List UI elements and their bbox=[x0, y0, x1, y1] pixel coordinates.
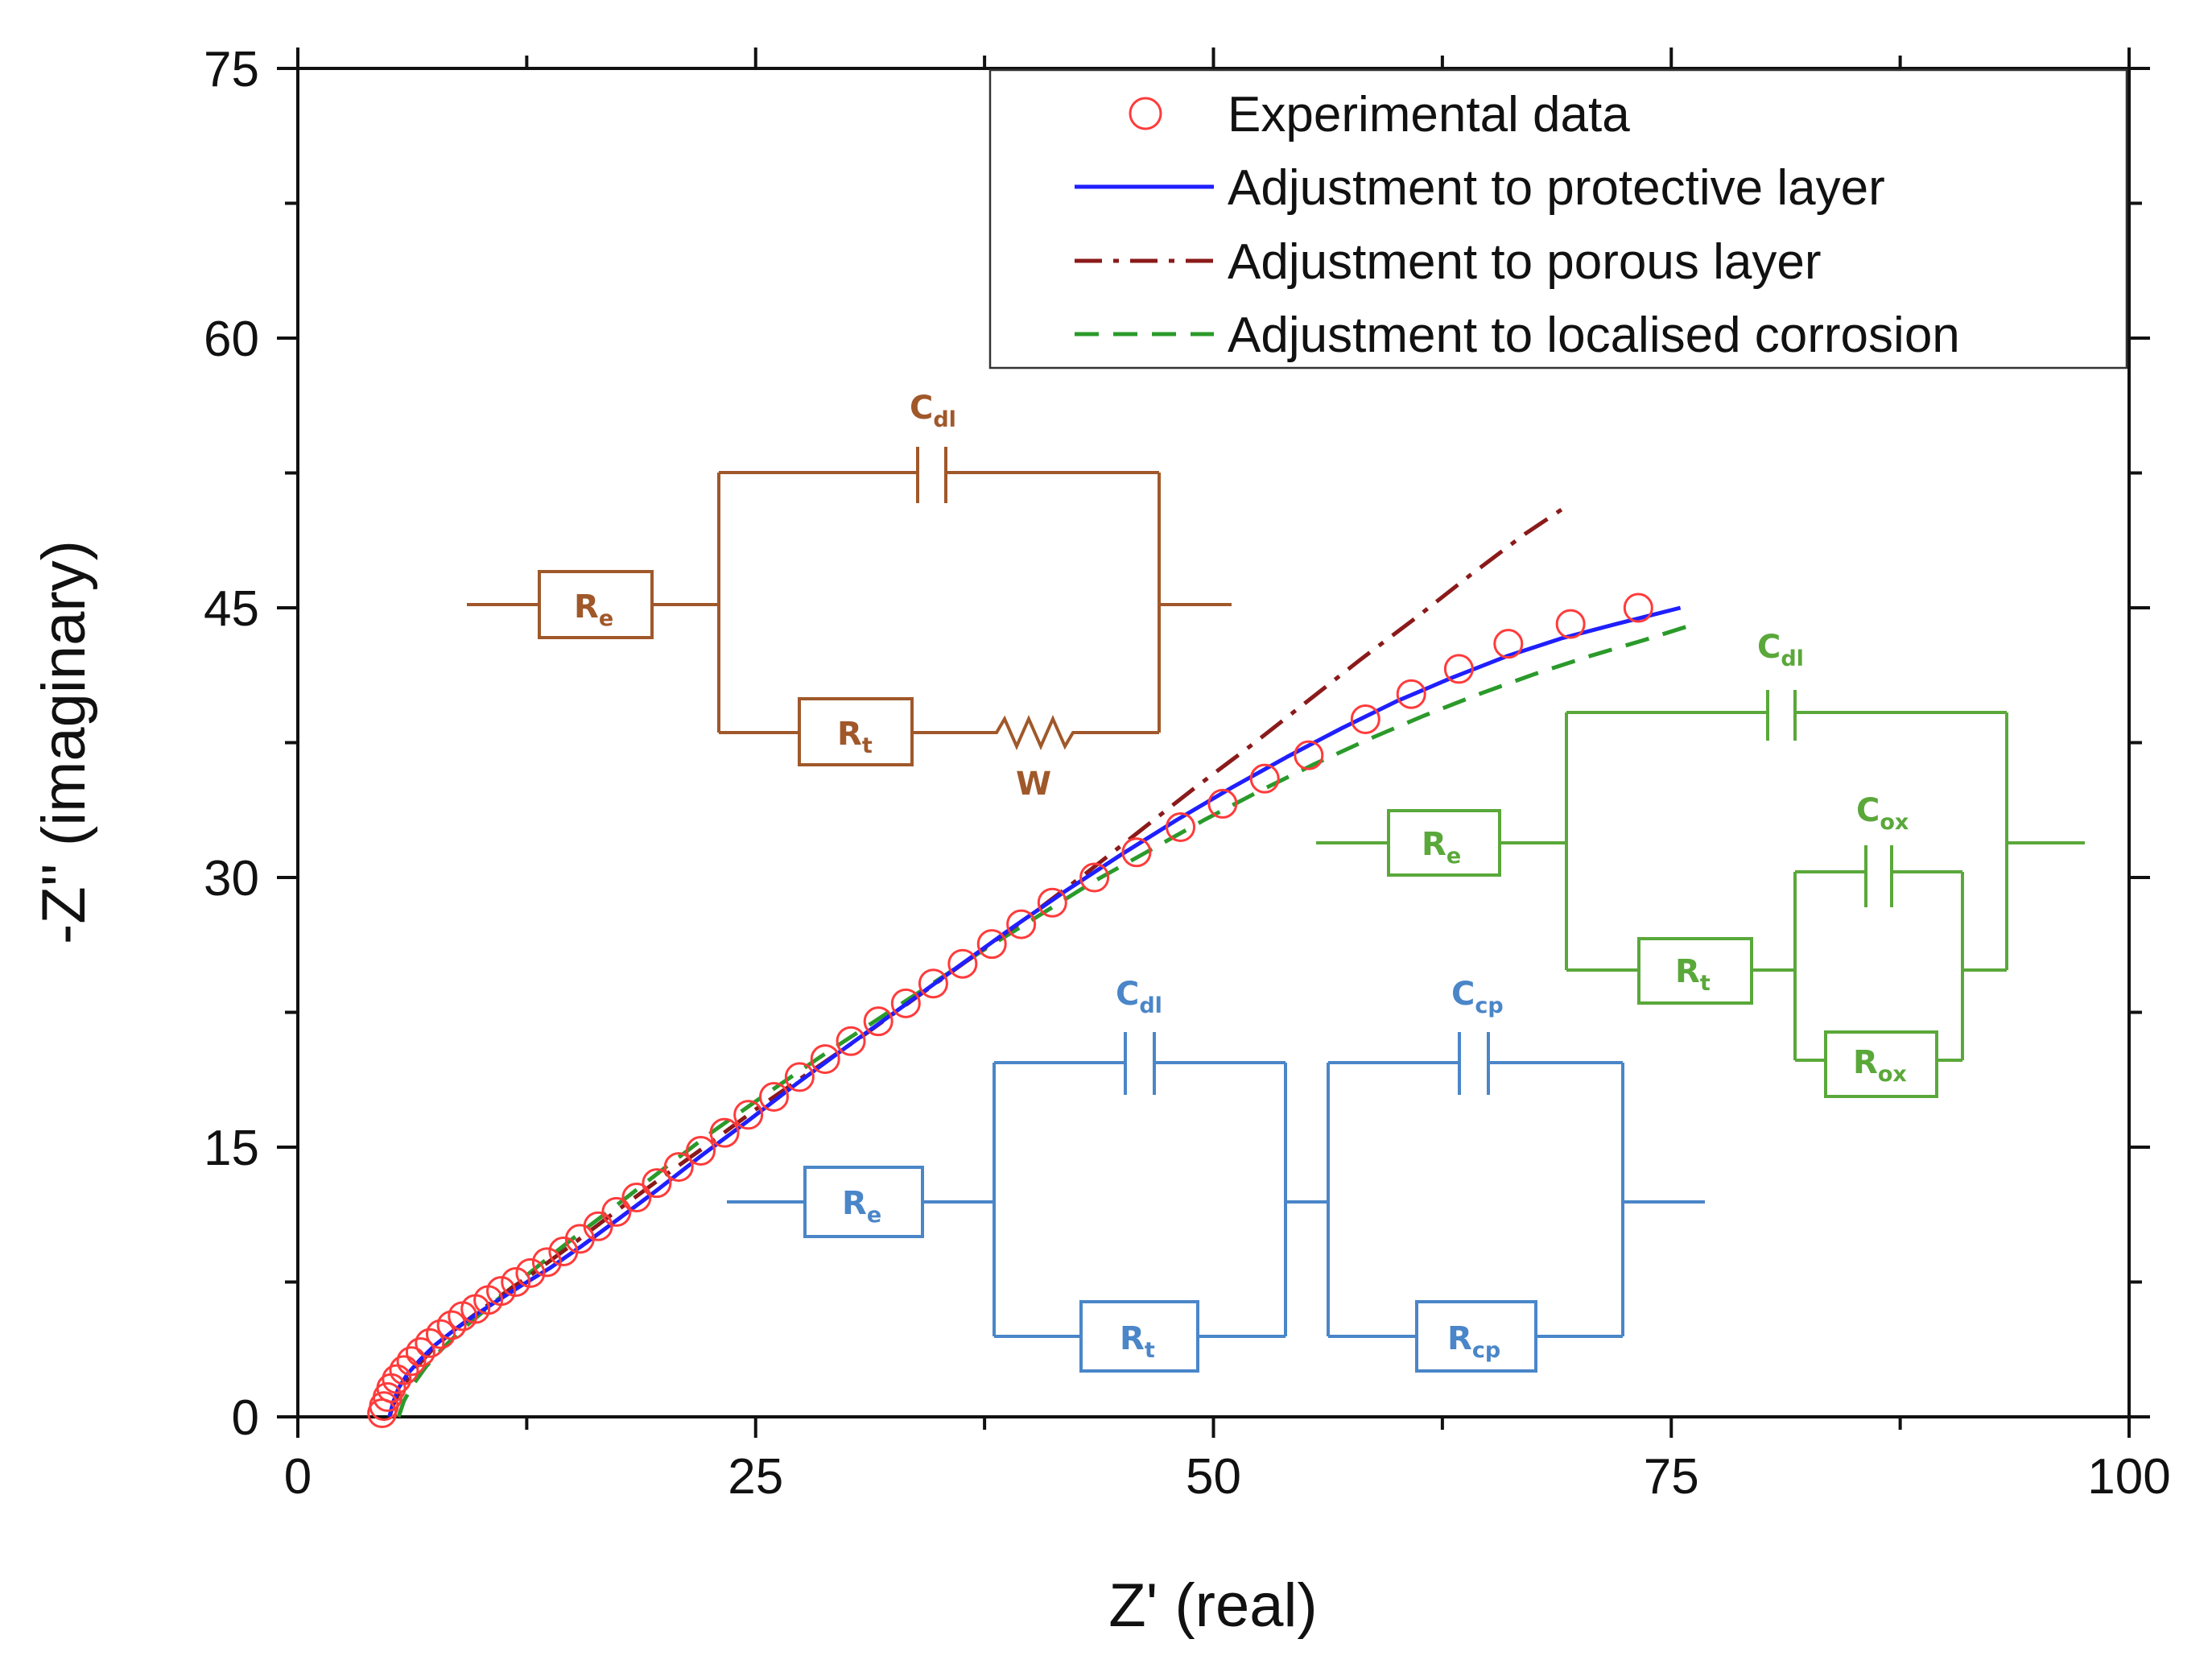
y-tick-label: 75 bbox=[204, 42, 259, 97]
circuit-brown bbox=[467, 447, 1232, 766]
legend: Experimental data Adjustment to protecti… bbox=[988, 68, 2128, 370]
series-protective-line bbox=[387, 605, 1682, 1418]
legend-marker-experimental bbox=[1129, 97, 1162, 130]
legend-box bbox=[988, 68, 2128, 370]
circuit-blue-labels: Cdl Ccp Re Rt Rcp bbox=[842, 976, 1504, 1363]
brown-re-label: Re bbox=[574, 588, 613, 631]
data-point bbox=[759, 1081, 789, 1112]
data-point bbox=[709, 1117, 740, 1148]
data-point bbox=[1294, 740, 1324, 770]
legend-label-experimental: Experimental data bbox=[1228, 87, 1630, 142]
data-point bbox=[501, 1267, 531, 1297]
data-point bbox=[1207, 788, 1238, 819]
data-point bbox=[1443, 654, 1474, 684]
y-tick-label: 30 bbox=[204, 851, 259, 906]
data-point bbox=[686, 1135, 716, 1166]
data-point bbox=[583, 1211, 613, 1241]
data-point bbox=[1493, 629, 1524, 659]
data-point bbox=[1079, 862, 1110, 893]
green-re-label: Re bbox=[1422, 826, 1461, 869]
legend-label-porous: Adjustment to porous layer bbox=[1228, 234, 1822, 290]
y-tick-label: 15 bbox=[204, 1121, 259, 1176]
data-point bbox=[1350, 704, 1380, 734]
brown-w-label: W bbox=[1016, 766, 1051, 803]
data-point bbox=[836, 1026, 866, 1056]
data-point bbox=[947, 948, 978, 979]
data-point bbox=[389, 1355, 419, 1385]
brown-rt-label: Rt bbox=[837, 716, 873, 758]
data-point bbox=[486, 1276, 517, 1307]
x-axis-title: Z' (real) bbox=[1108, 1571, 1317, 1640]
data-point bbox=[1623, 593, 1653, 623]
y-tick-label: 60 bbox=[204, 312, 259, 367]
blue-re-label: Re bbox=[842, 1185, 881, 1228]
axis-tick-labels: 0 25 50 75 100 0 15 30 45 60 75 bbox=[204, 42, 2171, 1505]
data-point bbox=[531, 1247, 562, 1278]
green-cdl-label: Cdl bbox=[1757, 629, 1804, 671]
data-point bbox=[784, 1062, 815, 1092]
axis-ticks bbox=[277, 47, 2150, 1438]
series-localised-line bbox=[396, 623, 1690, 1418]
x-tick-label: 100 bbox=[2087, 1449, 2170, 1505]
data-point bbox=[976, 929, 1007, 960]
x-tick-label: 0 bbox=[284, 1449, 312, 1505]
x-tick-label: 50 bbox=[1186, 1449, 1241, 1505]
y-axis-title: -Z'' (imaginary) bbox=[30, 540, 98, 944]
data-point bbox=[621, 1183, 652, 1213]
data-point bbox=[396, 1346, 427, 1377]
data-point bbox=[1249, 763, 1280, 794]
data-point bbox=[1006, 909, 1037, 939]
warburg-element bbox=[912, 715, 1159, 750]
circuit-blue bbox=[727, 1032, 1705, 1373]
data-point bbox=[1121, 837, 1152, 868]
y-tick-label: 45 bbox=[204, 581, 259, 637]
data-point bbox=[1396, 679, 1426, 709]
data-point bbox=[663, 1152, 694, 1183]
series-layer bbox=[367, 502, 1690, 1429]
blue-ccp-label: Ccp bbox=[1451, 976, 1504, 1018]
data-point bbox=[405, 1337, 435, 1368]
data-point bbox=[810, 1044, 840, 1075]
circuit-brown-labels: Cdl Re Rt W bbox=[574, 390, 1051, 803]
green-rox-label: Rox bbox=[1853, 1044, 1907, 1087]
data-point bbox=[382, 1364, 412, 1394]
circuit-green-labels: Cdl Cox Re Rt Rox bbox=[1422, 629, 1909, 1087]
data-point bbox=[425, 1319, 456, 1349]
blue-cdl-label: Cdl bbox=[1116, 976, 1162, 1018]
x-tick-label: 25 bbox=[728, 1449, 783, 1505]
y-tick-label: 0 bbox=[232, 1390, 259, 1446]
data-point bbox=[1037, 887, 1067, 918]
data-point bbox=[601, 1196, 632, 1227]
legend-label-protective: Adjustment to protective layer bbox=[1228, 160, 1885, 216]
blue-rcp-label: Rcp bbox=[1447, 1320, 1500, 1363]
data-point bbox=[1166, 811, 1196, 842]
data-point bbox=[436, 1310, 467, 1340]
data-point bbox=[1555, 609, 1586, 639]
series-porous-line bbox=[387, 502, 1572, 1418]
data-point bbox=[515, 1257, 546, 1288]
x-tick-label: 75 bbox=[1644, 1449, 1699, 1505]
data-point bbox=[642, 1168, 672, 1199]
data-point bbox=[863, 1006, 893, 1037]
data-point bbox=[890, 988, 921, 1018]
data-point bbox=[918, 968, 948, 999]
resistor-rox bbox=[1824, 1030, 1938, 1098]
green-cox-label: Cox bbox=[1856, 792, 1909, 835]
circuit-green bbox=[1316, 690, 2085, 1098]
brown-cdl-label: Cdl bbox=[910, 390, 956, 432]
green-rt-label: Rt bbox=[1675, 953, 1711, 996]
legend-label-localised: Adjustment to localised corrosion bbox=[1228, 308, 1960, 363]
data-point bbox=[415, 1327, 445, 1358]
blue-rt-label: Rt bbox=[1120, 1320, 1155, 1363]
data-point bbox=[733, 1100, 764, 1130]
